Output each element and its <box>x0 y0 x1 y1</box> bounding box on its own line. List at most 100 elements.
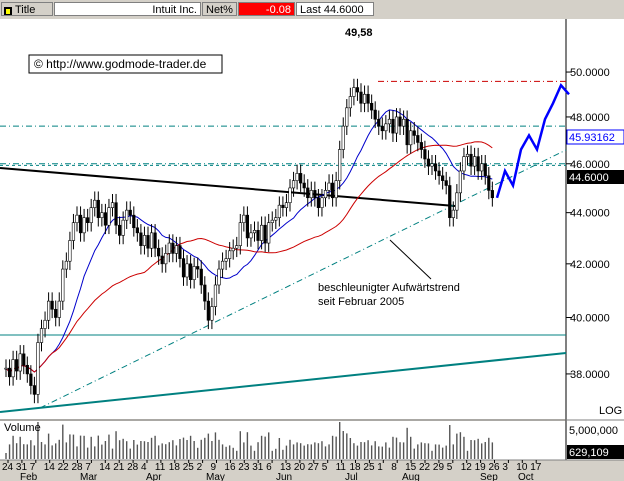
price-bar-body <box>46 300 51 321</box>
price-bar-body <box>362 93 367 104</box>
price-bar-body <box>483 163 487 177</box>
price-bar-body <box>384 123 388 132</box>
price-bar-body <box>277 204 281 218</box>
price-bar-body <box>54 308 58 318</box>
annotation-line-2: seit Februar 2005 <box>318 296 404 308</box>
price-bar-body <box>132 214 136 229</box>
price-bar-body <box>217 268 221 286</box>
price-bar-body <box>426 158 431 167</box>
month-label: Jul <box>345 472 358 481</box>
price-bar-body <box>157 247 161 257</box>
month-label: Jun <box>276 472 292 481</box>
price-bar-body <box>299 173 303 184</box>
x-tick-label: 14 <box>99 462 111 473</box>
price-bar-body <box>61 268 65 302</box>
price-bar-body <box>267 222 271 244</box>
peak-label: 49,58 <box>345 27 373 39</box>
watermark-box <box>28 54 223 74</box>
annotation-pointer <box>389 239 432 280</box>
x-tick-label: 16 <box>224 462 236 473</box>
price-bar-body <box>220 260 225 270</box>
price-bar-body <box>174 245 179 254</box>
x-tick-label: 19 <box>475 462 487 473</box>
x-tick-label: 1 <box>377 462 383 473</box>
x-tick-label: 7 <box>85 462 91 473</box>
price-bar-body <box>320 197 324 208</box>
instrument-name: Intuit Inc. <box>54 2 201 16</box>
price-marker-box <box>566 129 624 145</box>
y-tick-label: 48.0000 <box>570 112 610 124</box>
moving-averages <box>5 109 493 374</box>
horizontal-levels <box>0 80 566 336</box>
x-tick-label: 5 <box>322 462 328 473</box>
price-bar-body <box>238 222 242 246</box>
price-bar-body <box>295 173 299 181</box>
month-label: Aug <box>402 472 420 481</box>
price-bar-body <box>330 182 335 199</box>
price-bars <box>4 78 494 404</box>
net-value: -0.08 <box>238 2 295 16</box>
price-bar-body <box>352 87 356 97</box>
price-bar-body <box>316 197 321 208</box>
price-bar-body <box>231 247 235 252</box>
x-tick-label: 6 <box>266 462 272 473</box>
price-bar-body <box>263 224 267 244</box>
last-price-label: 44.6000 <box>569 172 609 184</box>
price-bar-body <box>274 217 278 221</box>
x-tick-label: 2 <box>197 462 203 473</box>
price-bar-body <box>465 153 470 157</box>
price-bar-body <box>196 266 200 270</box>
x-tick-label: 26 <box>489 462 501 473</box>
price-bar-body <box>341 125 345 150</box>
price-bar-body <box>448 185 452 218</box>
x-tick-label: 22 <box>419 462 431 473</box>
month-label: Apr <box>146 472 162 481</box>
price-bar-body <box>82 217 86 234</box>
month-label: Oct <box>518 472 534 481</box>
annotation-line-1: beschleunigter Aufwärtstrend <box>318 282 460 294</box>
title-cell[interactable]: Title <box>1 2 53 16</box>
price-bar-body <box>430 163 434 167</box>
x-tick-label: 12 <box>461 462 473 473</box>
price-bar-body <box>398 116 402 127</box>
price-bar-body <box>288 187 292 204</box>
price-bar-body <box>256 229 260 241</box>
price-bar-body <box>71 222 76 241</box>
price-bar-body <box>167 242 171 254</box>
price-bar-body <box>437 170 441 177</box>
month-label: Mar <box>80 472 98 481</box>
x-tick-label: 13 <box>280 462 292 473</box>
x-tick-label: 17 <box>530 462 542 473</box>
price-bar-body <box>270 219 274 224</box>
x-tick-label: 4 <box>141 462 147 473</box>
x-tick-label: 11 <box>336 462 347 473</box>
price-bar-body <box>18 353 22 372</box>
x-tick-label: 25 <box>363 462 375 473</box>
price-bar-body <box>245 214 250 239</box>
price-bar-body <box>110 202 115 208</box>
price-bar-body <box>291 180 296 189</box>
month-label: Sep <box>480 472 498 481</box>
price-bar-body <box>249 232 253 239</box>
price-bar-body <box>284 202 289 208</box>
forecast-line <box>495 83 570 199</box>
long-term-uptrend-line <box>0 352 567 413</box>
price-bar-body <box>412 130 416 136</box>
price-bar-body <box>490 190 494 199</box>
price-bar-body <box>181 258 186 278</box>
downtrend-line <box>0 167 456 207</box>
price-bar-body <box>338 149 342 181</box>
month-label: May <box>206 472 225 481</box>
price-bar-body <box>373 109 377 120</box>
price-marker-label: 45.93162 <box>569 132 615 144</box>
x-tick-label: 24 <box>2 462 14 473</box>
price-bar-body <box>68 240 72 262</box>
price-bar-body <box>487 175 491 191</box>
price-bar-body <box>114 202 118 226</box>
price-bar-body <box>224 258 228 262</box>
price-bar-body <box>242 214 246 224</box>
ticker-icon <box>4 7 12 15</box>
price-bar-body <box>135 227 139 234</box>
price-bar-body <box>64 260 68 270</box>
